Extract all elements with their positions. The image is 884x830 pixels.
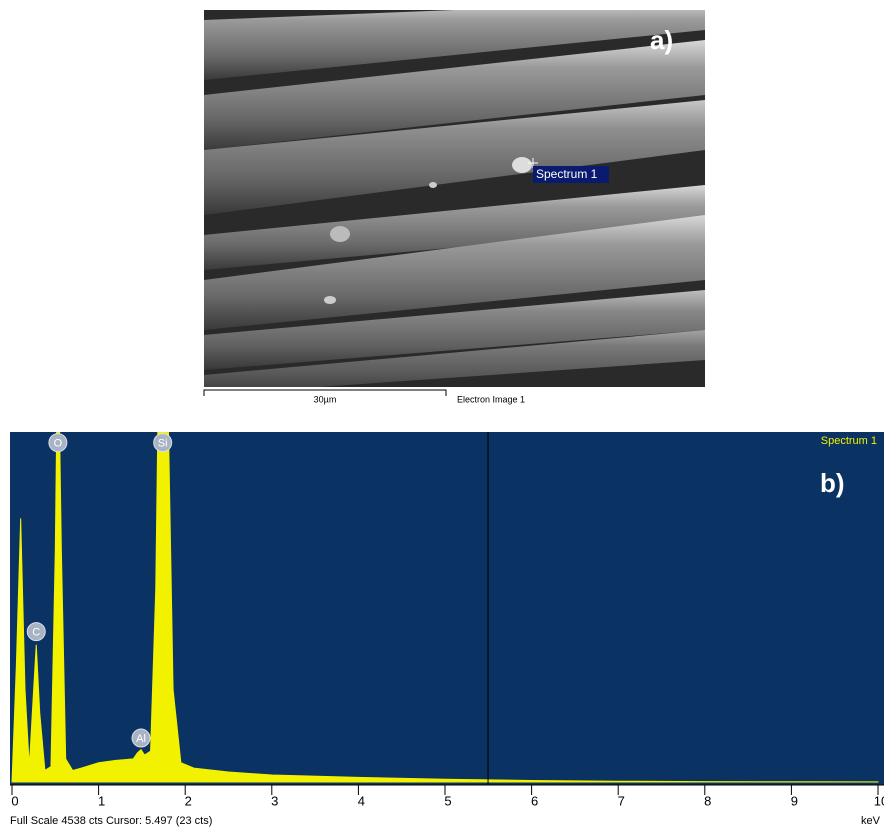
marker-label: Spectrum 1	[536, 167, 598, 181]
peak-label: O	[54, 438, 63, 450]
peak-marker	[153, 433, 173, 453]
x-tick-label: 2	[185, 793, 192, 808]
image-caption: Electron Image 1	[457, 394, 525, 404]
peak-marker	[26, 622, 46, 642]
x-tick-label: 10	[874, 793, 884, 808]
peak-marker	[131, 728, 151, 748]
x-tick-label: 3	[271, 793, 278, 808]
x-axis-label: keV	[861, 815, 881, 827]
x-tick-label: 6	[531, 793, 538, 808]
scale-bar	[203, 389, 447, 396]
sem-image	[204, 10, 705, 387]
x-tick-label: 1	[98, 793, 105, 808]
peak-marker	[48, 433, 68, 453]
peak-label: C	[32, 627, 40, 639]
peak-label: Si	[158, 438, 168, 450]
peak-label: Al	[136, 733, 146, 745]
panel-label: a)	[650, 25, 673, 55]
x-tick-label: 7	[618, 793, 625, 808]
x-tick-label: 5	[444, 793, 451, 808]
x-tick-label: 0	[11, 793, 18, 808]
panel-label: b)	[820, 468, 845, 498]
footer: Full Scale 4538 cts Cursor: 5.497 (23 ct…	[10, 815, 212, 827]
plot: O Si C Al	[11, 432, 879, 785]
scale-label: 30µm	[314, 394, 337, 404]
marker-box	[533, 166, 609, 183]
chart-title: Spectrum 1	[821, 435, 877, 447]
x-tick-label: 9	[791, 793, 798, 808]
x-tick-label: 4	[358, 793, 365, 808]
spectrum	[11, 432, 879, 783]
x-tick-label: 8	[704, 793, 711, 808]
